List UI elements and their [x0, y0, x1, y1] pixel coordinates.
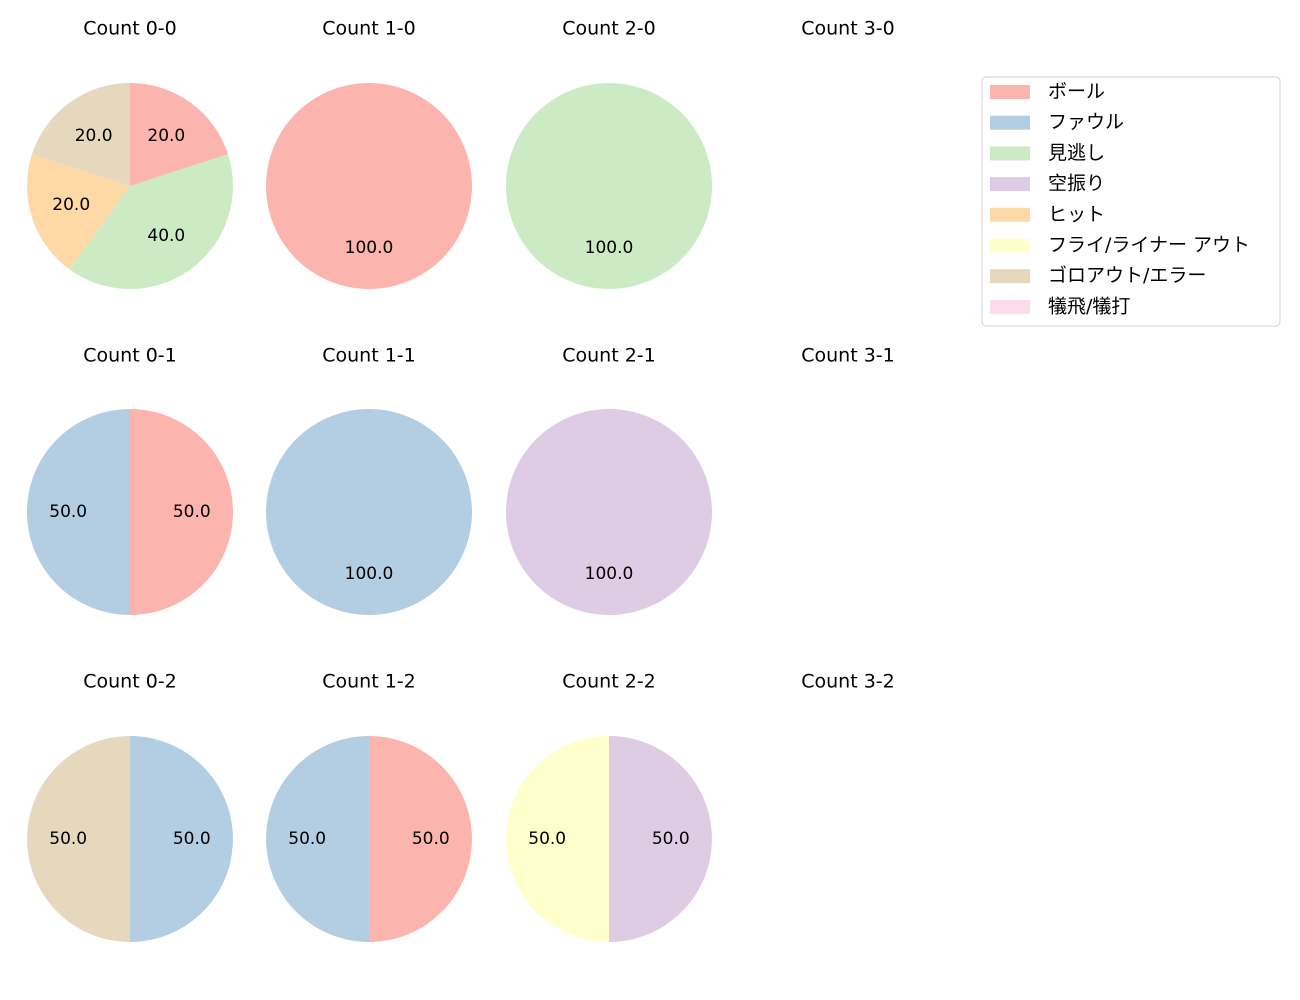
legend-item: ヒット [990, 203, 1105, 225]
pie-slice [26, 154, 130, 270]
pie-slice [506, 736, 609, 942]
legend-label: フライ/ライナー アウト [1048, 234, 1250, 256]
legend-item: 空振り [990, 173, 1105, 195]
pie-panel: Count 1-0 100.0 [266, 18, 472, 289]
pie-title: Count 1-2 [322, 671, 416, 693]
pie-slice-label: 50.0 [173, 829, 211, 849]
pie-title: Count 1-0 [322, 18, 416, 40]
pie-slice [369, 736, 472, 942]
pie-slice-label: 50.0 [652, 829, 690, 849]
pie-panel: Count 2-0 100.0 [506, 18, 712, 289]
pie-slice-label: 100.0 [585, 238, 634, 258]
legend-swatch [990, 207, 1030, 222]
legend-swatch [990, 269, 1030, 284]
pie-slice [506, 409, 712, 615]
legend-swatch [990, 146, 1030, 161]
pie-panel: Count 0-2 50.0 50.0 [27, 671, 233, 942]
pie-slice-label: 50.0 [288, 829, 326, 849]
legend-label: ヒット [1048, 203, 1105, 225]
pie-slice [266, 409, 472, 615]
pie-title: Count 1-1 [322, 345, 416, 367]
pie-title: Count 0-0 [83, 18, 177, 40]
pie-slice [69, 154, 234, 290]
pie-slice-label: 50.0 [49, 829, 87, 849]
pie-slice [27, 736, 130, 942]
legend-label: ボール [1048, 81, 1105, 103]
legend-swatch [990, 85, 1030, 99]
pie-slice [130, 83, 228, 186]
pie-panel: Count 0-1 50.0 50.0 [27, 345, 233, 615]
pie-panel: Count 3-0 [801, 18, 895, 40]
legend-swatch [990, 238, 1030, 253]
pie-panel: Count 3-1 [801, 345, 895, 367]
pie-slice-label: 40.0 [147, 226, 185, 246]
pie-title: Count 2-0 [562, 18, 656, 40]
legend-label: ファウル [1048, 111, 1124, 133]
legend-swatch [990, 299, 1030, 314]
pie-slice-label: 100.0 [585, 564, 634, 584]
legend-item: 見逃し [990, 142, 1105, 164]
pie-slice-label: 50.0 [528, 829, 566, 849]
pie-title: Count 3-2 [801, 671, 895, 693]
pie-slice [266, 83, 472, 289]
pie-panel: Count 1-1 100.0 [266, 345, 472, 615]
pie-slice [506, 83, 712, 289]
legend-swatch [990, 115, 1030, 130]
pie-slice [130, 409, 233, 615]
pie-panel: Count 1-2 50.0 50.0 [266, 671, 472, 942]
pie-slice [130, 736, 233, 942]
pie-slice-label: 20.0 [75, 126, 113, 146]
pie-panel: Count 0-0 20.0 40.0 20.0 20.0 [26, 18, 234, 290]
pie-title: Count 0-1 [83, 345, 177, 367]
pie-slice [27, 409, 130, 615]
legend-item: ファウル [990, 111, 1124, 133]
pie-title: Count 0-2 [83, 671, 177, 693]
pie-slice-label: 50.0 [412, 829, 450, 849]
pie-slice-label: 20.0 [52, 195, 90, 215]
legend-label: ゴロアウト/エラー [1048, 265, 1206, 287]
legend-frame [981, 76, 1281, 327]
pie-slice-label: 100.0 [345, 238, 394, 258]
legend-label: 見逃し [1048, 142, 1105, 164]
legend-swatch [990, 177, 1030, 192]
pie-panel: Count 3-2 [801, 671, 895, 693]
pie-title: Count 2-2 [562, 671, 656, 693]
legend-label: 犠飛/犠打 [1048, 295, 1130, 317]
pie-slice-label: 50.0 [173, 502, 211, 522]
legend-item: ゴロアウト/エラー [990, 265, 1206, 287]
legend-item: 犠飛/犠打 [990, 295, 1130, 317]
pie-slice-label: 50.0 [49, 502, 87, 522]
pie-title: Count 3-1 [801, 345, 895, 367]
legend-item: ボール [990, 81, 1105, 103]
pie-title: Count 2-1 [562, 345, 656, 367]
pie-panel: Count 2-2 50.0 50.0 [506, 671, 712, 942]
pie-slice [266, 736, 369, 942]
pie-slice-label: 100.0 [345, 564, 394, 584]
pie-slice [609, 736, 712, 942]
legend-item: フライ/ライナー アウト [990, 234, 1250, 256]
legend-label: 空振り [1048, 173, 1105, 195]
pie-slice [32, 83, 130, 186]
pie-title: Count 3-0 [801, 18, 895, 40]
pie-panel: Count 2-1 100.0 [506, 345, 712, 615]
pie-slice-label: 20.0 [147, 126, 185, 146]
